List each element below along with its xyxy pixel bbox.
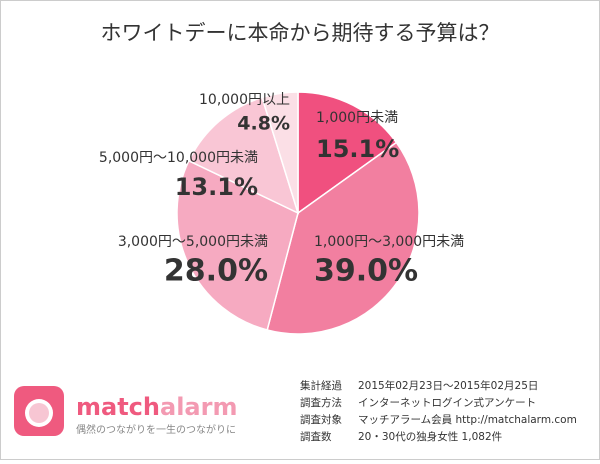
pie-slice [266,141,420,335]
logo: matchalarm 偶然のつながりを一生のつながりに [14,386,237,436]
slice-label: 10,000円以上 [199,92,290,108]
note-key: 調査数 [300,430,332,443]
slice-label: 1,000円～3,000円未満 [314,234,464,250]
logo-name: matchalarm [76,393,237,421]
logo-name-a: match [76,393,160,421]
note-key: 集計経過 [300,379,342,392]
logo-name-b: alarm [160,393,237,421]
note-key: 調査対象 [300,413,342,426]
pie-slice [261,91,299,214]
value-label: 39.0% [314,254,418,289]
slice-label: 3,000円～5,000円未満 [118,234,268,250]
value-label: 13.1% [175,173,258,201]
logo-icon-inner [29,403,49,423]
value-label: 15.1% [316,135,399,163]
slice-label: 1,000円未満 [316,110,398,126]
value-label: 4.8% [237,113,290,135]
chart-title: ホワイトデーに本命から期待する予算は？ [101,21,500,45]
pie-slice [297,91,398,215]
logo-tagline: 偶然のつながりを一生のつながりに [76,423,236,436]
value-label: 28.0% [164,254,268,289]
note-value: インターネットログイン式アンケート [358,396,536,409]
note-key: 調査方法 [300,396,342,409]
slice-label: 5,000円～10,000円未満 [99,150,258,166]
note-value: 20・30代の独身女性 1,082件 [358,430,502,443]
note-value: マッチアラーム会員 http://matchalarm.com [358,413,577,426]
pie-slice [176,159,299,331]
note-value: 2015年02月23日～2015年02月25日 [358,379,538,392]
